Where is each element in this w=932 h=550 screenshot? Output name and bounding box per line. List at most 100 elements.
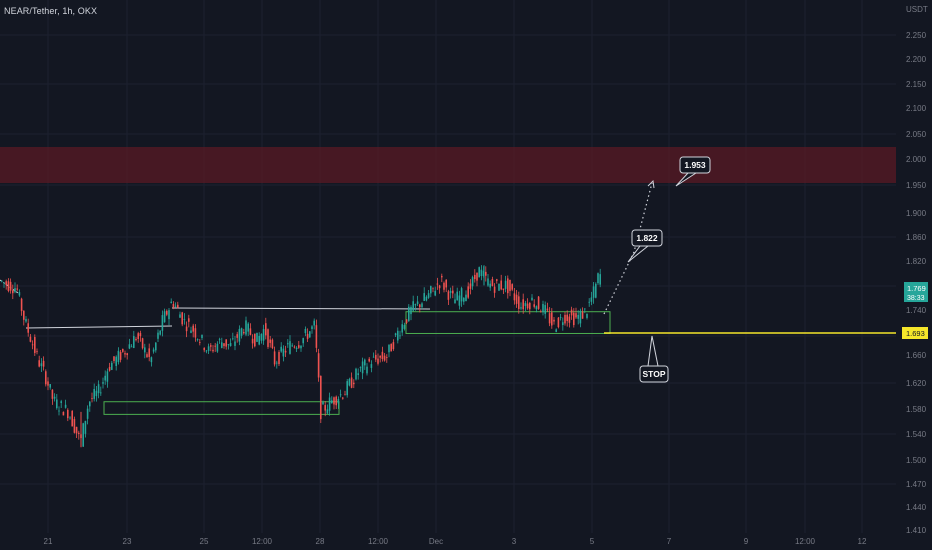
candle-body — [524, 303, 527, 307]
stop-callout[interactable]: STOP — [639, 335, 669, 383]
candle-body — [403, 325, 406, 329]
resistance-zone — [0, 147, 896, 183]
candle-body — [102, 382, 104, 384]
stop-price-value: 1.693 — [906, 329, 925, 338]
candle-body — [377, 358, 379, 364]
candle-body — [95, 390, 98, 397]
candle-body — [14, 288, 16, 293]
candle-body — [27, 323, 29, 333]
candle-body — [254, 333, 256, 347]
price-axis[interactable]: USDT 2.250 2.200 2.150 2.100 2.050 2.000 1.950 1… — [896, 0, 932, 550]
candle-body — [570, 309, 573, 316]
candle-body — [86, 408, 89, 419]
x-tick-label: Dec — [429, 537, 443, 546]
candle-body — [280, 346, 282, 352]
y-tick-label: 1.860 — [906, 233, 927, 242]
candle-body — [579, 310, 582, 324]
candle-body — [529, 302, 531, 310]
candle-body — [588, 301, 590, 303]
candle-body — [152, 349, 155, 352]
candle-body — [126, 353, 128, 356]
candle-body — [5, 281, 7, 285]
candle-body — [535, 306, 538, 310]
candle-body — [146, 354, 148, 358]
candle-body — [60, 401, 62, 403]
target-1-callout-label: 1.822 — [636, 233, 658, 243]
candle-body — [390, 343, 392, 352]
candle-body — [368, 358, 370, 362]
candle-body — [436, 283, 439, 285]
y-tick-label: 1.620 — [906, 379, 927, 388]
candle-body — [201, 334, 203, 339]
candle-body — [62, 411, 65, 416]
candle-body — [172, 303, 175, 308]
candle-body — [185, 326, 188, 332]
candle-body — [348, 379, 351, 386]
candle-body — [271, 339, 274, 349]
candle-body — [205, 350, 208, 352]
candle-body — [331, 400, 333, 404]
candle-body — [183, 318, 186, 320]
candle-body — [379, 355, 381, 358]
candle-body — [317, 353, 320, 378]
candle-body — [58, 410, 60, 412]
candle-body — [9, 281, 12, 291]
candle-body — [573, 312, 575, 326]
candle-body — [212, 349, 214, 352]
candle-body — [214, 345, 216, 347]
candle-body — [20, 298, 23, 312]
x-tick-label: 12 — [858, 537, 867, 546]
candle-body — [507, 278, 509, 294]
candle-body — [337, 398, 340, 404]
candle-body — [328, 397, 331, 411]
candle-body — [500, 280, 502, 290]
stop-callout-box — [639, 365, 669, 383]
candle-body — [465, 294, 467, 302]
y-tick-label: 1.410 — [906, 526, 927, 535]
candle-body — [179, 314, 181, 318]
candle-body — [78, 432, 80, 435]
candle-body — [203, 347, 205, 351]
target-2-callout[interactable]: 1.953 — [675, 156, 711, 187]
candle-body — [168, 310, 170, 320]
candle-body — [25, 319, 27, 322]
x-tick-label: 28 — [316, 537, 325, 546]
candle-body — [537, 296, 540, 309]
x-tick-label: 12:00 — [795, 537, 816, 546]
candle-body — [306, 333, 309, 339]
candle-body — [474, 274, 476, 280]
candle-body — [577, 314, 579, 319]
candle-body — [416, 301, 419, 304]
candle-body — [375, 354, 377, 360]
target-1-callout[interactable]: 1.822 — [627, 229, 663, 263]
candle-body — [194, 328, 197, 338]
candle-body — [287, 343, 289, 345]
candle-body — [313, 320, 315, 326]
candle-body — [520, 307, 522, 309]
candle-body — [42, 360, 45, 367]
candle-body — [289, 341, 291, 354]
candle-body — [18, 292, 21, 296]
candle-body — [278, 352, 280, 365]
candle-body — [199, 341, 201, 343]
y-tick-label: 1.440 — [906, 503, 927, 512]
candle-body — [218, 338, 221, 340]
time-axis[interactable]: 21 23 25 12:00 28 12:00 Dec 3 5 7 9 12:00 12 — [44, 537, 867, 546]
candle-body — [29, 336, 32, 342]
candle-body — [592, 286, 595, 298]
candle-body — [434, 290, 436, 296]
y-tick-label: 1.500 — [906, 456, 927, 465]
candle-body — [40, 363, 43, 367]
candle-body — [144, 347, 146, 353]
candle-body — [293, 346, 296, 348]
candle-body — [366, 366, 368, 374]
candle-body — [113, 356, 115, 361]
candle-body — [166, 310, 168, 315]
candle-body — [518, 296, 520, 309]
candle-body — [104, 375, 106, 381]
current-price-value: 1.769 — [907, 284, 926, 293]
candle-body — [122, 348, 124, 352]
candle-body — [177, 304, 179, 308]
candle-body — [476, 272, 478, 281]
